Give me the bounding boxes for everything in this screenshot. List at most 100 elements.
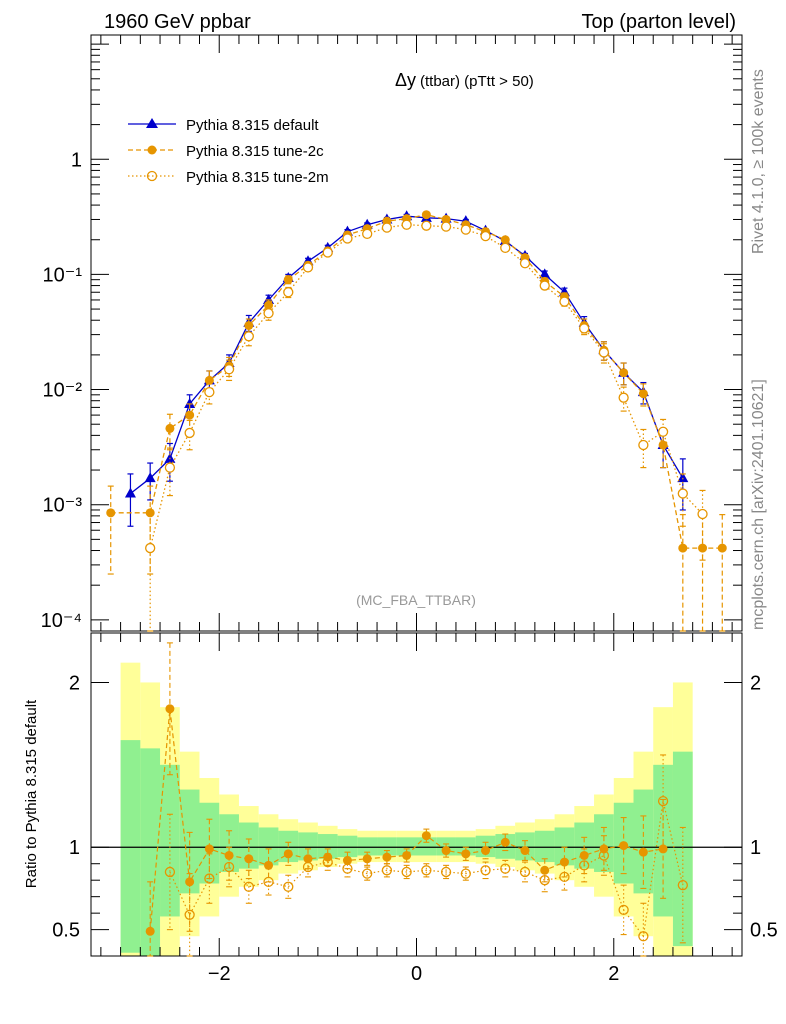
ratio-panel: 2 2 1 1 0.5 0.5 −2 0 2 Ratio to Pythia 8.315 def… xyxy=(23,632,778,985)
y-tick-label: 10⁻⁴ xyxy=(41,610,82,632)
ratio-y-tick-label-right: 0.5 xyxy=(750,920,778,942)
ratio-point xyxy=(362,854,372,864)
uncertainty-band-inner xyxy=(416,837,437,856)
legend: Pythia 8.315 default Pythia 8.315 tune-2… xyxy=(128,117,329,186)
legend-entry-default: Pythia 8.315 default xyxy=(128,117,319,134)
data-point xyxy=(579,323,590,334)
data-point xyxy=(559,296,570,307)
ratio-point xyxy=(381,865,393,876)
ratio-point xyxy=(303,854,313,864)
ratio-point xyxy=(283,849,293,859)
ratio-point xyxy=(440,866,452,878)
series-line-tune-2c xyxy=(110,214,723,549)
ratio-point xyxy=(481,846,491,856)
ratio-line-tune-2m xyxy=(169,800,684,938)
ratio-y-tick-label-right: 1 xyxy=(750,837,761,859)
x-tick-label: −2 xyxy=(208,963,231,985)
data-point xyxy=(145,542,156,554)
data-point xyxy=(401,219,412,230)
data-point xyxy=(165,423,175,433)
plot-title-sub: (ttbar) (pTtt > 50) xyxy=(420,73,534,90)
legend-marker-tune-2c xyxy=(147,145,157,155)
data-point xyxy=(106,508,116,518)
mcplots-label: mcplots.cern.ch [arXiv:2401.10621] xyxy=(750,379,767,630)
ratio-point xyxy=(243,881,254,892)
legend-label-default: Pythia 8.315 default xyxy=(186,117,319,134)
data-point xyxy=(618,392,629,403)
ratio-point xyxy=(382,852,392,862)
data-point xyxy=(677,472,689,483)
ratio-point xyxy=(244,854,254,864)
main-series xyxy=(106,210,727,632)
y-tick-label: 10⁻² xyxy=(43,380,83,402)
series-tune-2m xyxy=(145,219,708,632)
ratio-y-tick-label-left: 2 xyxy=(69,672,80,694)
uncertainty-band-inner xyxy=(357,837,378,856)
ratio-point xyxy=(145,926,155,936)
data-point xyxy=(185,410,195,420)
ratio-series-tune-2m xyxy=(164,754,688,957)
header-process: Top (parton level) xyxy=(581,11,736,33)
uncertainty-band-inner xyxy=(199,802,220,884)
ratio-point xyxy=(264,860,274,870)
data-point xyxy=(519,258,531,269)
data-point xyxy=(184,427,195,439)
data-point xyxy=(283,275,293,285)
ratio-ticks xyxy=(91,633,742,956)
uncertainty-band-inner xyxy=(317,834,338,859)
series-line-tune-2m xyxy=(149,224,703,549)
ratio-point xyxy=(204,844,214,854)
main-y-tick-labels: 1 10⁻¹ 10⁻² 10⁻³ 10⁻⁴ xyxy=(41,149,83,632)
ratio-point xyxy=(638,847,648,857)
data-point xyxy=(698,543,708,553)
data-point xyxy=(223,364,235,375)
ratio-point xyxy=(184,909,195,920)
data-point xyxy=(657,426,669,437)
legend-entry-tune-2m: Pythia 8.315 tune-2m xyxy=(128,169,329,186)
ratio-point xyxy=(283,881,294,892)
ratio-point xyxy=(165,704,175,714)
main-ticks xyxy=(91,35,742,631)
data-point xyxy=(124,487,136,498)
data-point xyxy=(322,247,333,258)
ratio-point xyxy=(658,844,668,854)
ratio-point xyxy=(223,861,235,873)
uncertainty-band-inner xyxy=(120,740,141,953)
uncertainty-band-inner xyxy=(238,822,259,869)
ratio-y-tick-label-right: 2 xyxy=(750,672,761,694)
data-point xyxy=(244,320,254,330)
legend-marker-default xyxy=(146,118,158,128)
ratio-point xyxy=(540,865,550,875)
ratio-point xyxy=(460,868,471,879)
data-point xyxy=(678,543,688,553)
ratio-point xyxy=(559,857,569,867)
ratio-point xyxy=(480,865,491,876)
data-point xyxy=(302,262,314,273)
uncertainty-band-inner xyxy=(140,748,161,956)
legend-label-tune-2m: Pythia 8.315 tune-2m xyxy=(186,169,329,186)
data-point xyxy=(717,543,727,553)
rivet-label: Rivet 4.1.0, ≥ 100k events xyxy=(750,69,767,254)
ratio-point xyxy=(421,831,431,841)
data-point xyxy=(539,280,550,291)
series-default xyxy=(124,210,689,527)
ratio-point xyxy=(342,863,353,874)
data-point xyxy=(638,439,649,451)
data-point xyxy=(500,242,511,254)
series-tune-2c xyxy=(106,210,727,632)
main-panel: 1 10⁻¹ 10⁻² 10⁻³ 10⁻⁴ Δy (ttbar) (pTtt > 50)… xyxy=(41,34,743,632)
ratio-point xyxy=(638,931,649,942)
data-point xyxy=(243,331,254,342)
data-point xyxy=(619,368,629,378)
ratio-point xyxy=(539,875,550,886)
ratio-point xyxy=(559,871,570,883)
ratio-point xyxy=(619,841,629,851)
ratio-point xyxy=(322,856,333,868)
data-point xyxy=(421,220,432,231)
ratio-point xyxy=(461,849,471,859)
uncertainty-band-inner xyxy=(160,764,180,917)
ratio-point xyxy=(579,850,589,860)
uncertainty-band-inner xyxy=(298,832,318,861)
analysis-watermark: (MC_FBA_TTBAR) xyxy=(356,592,476,608)
header-energy: 1960 GeV ppbar xyxy=(104,11,251,33)
